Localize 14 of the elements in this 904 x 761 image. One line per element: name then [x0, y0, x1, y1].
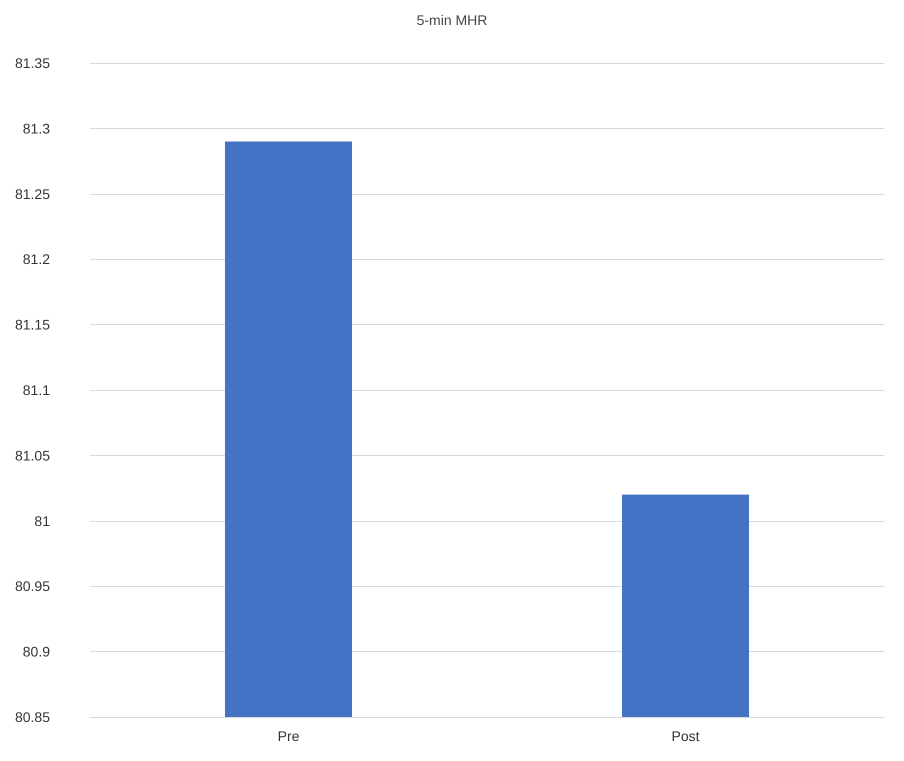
- y-tick-label: 81.25: [14, 186, 50, 202]
- x-tick-label: Post: [671, 728, 700, 744]
- y-tick-label: 81.05: [14, 447, 50, 464]
- y-tick-label: 80.95: [14, 578, 50, 594]
- y-tick-label: 81.35: [14, 55, 50, 71]
- y-tick-label: 81.15: [14, 316, 50, 333]
- x-tick-label: Pre: [278, 728, 300, 744]
- y-tick-label: 81.1: [22, 382, 50, 398]
- y-tick-label: 81: [34, 512, 50, 529]
- y-tick-label: 81.2: [22, 251, 50, 268]
- chart-title: 5-min MHR: [416, 12, 488, 28]
- y-tick-label: 80.9: [22, 644, 50, 660]
- y-tick-label: 81.3: [22, 120, 50, 136]
- y-tick-label: 80.85: [14, 709, 50, 725]
